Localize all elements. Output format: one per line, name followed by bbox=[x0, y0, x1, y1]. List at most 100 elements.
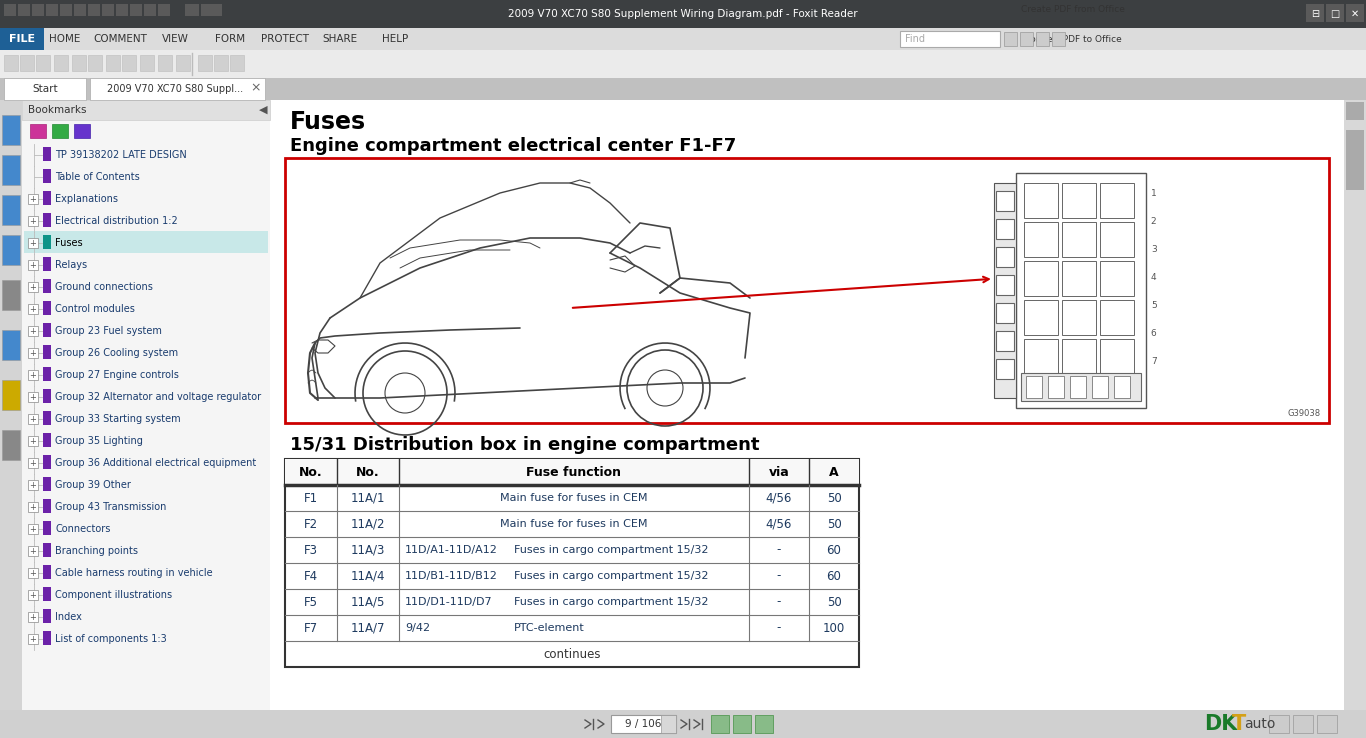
Text: 9 / 106: 9 / 106 bbox=[624, 719, 661, 729]
Text: 100: 100 bbox=[822, 621, 846, 635]
Text: Group 27 Engine controls: Group 27 Engine controls bbox=[55, 370, 179, 380]
Bar bbox=[31, 4, 44, 16]
Bar bbox=[1113, 376, 1130, 398]
Text: +: + bbox=[30, 590, 37, 599]
Bar bbox=[42, 631, 51, 645]
Bar bbox=[42, 147, 51, 161]
Bar bbox=[1061, 222, 1096, 257]
Bar bbox=[198, 55, 212, 71]
Bar bbox=[27, 392, 38, 402]
Bar bbox=[42, 367, 51, 381]
Bar bbox=[18, 4, 30, 16]
Bar bbox=[214, 4, 223, 16]
Text: +: + bbox=[30, 635, 37, 644]
Bar bbox=[42, 433, 51, 447]
Bar bbox=[0, 28, 44, 50]
Text: PTC-element: PTC-element bbox=[514, 623, 585, 633]
Bar bbox=[1294, 715, 1313, 733]
Bar bbox=[27, 590, 38, 600]
Text: No.: No. bbox=[299, 466, 322, 478]
Bar bbox=[36, 55, 51, 71]
Text: +: + bbox=[30, 458, 37, 467]
Bar bbox=[60, 4, 72, 16]
Bar bbox=[1, 195, 20, 225]
Text: ✕: ✕ bbox=[1351, 9, 1359, 19]
Text: Fuses in cargo compartment 15/32: Fuses in cargo compartment 15/32 bbox=[514, 571, 709, 581]
Bar bbox=[1061, 300, 1096, 335]
Bar bbox=[27, 304, 38, 314]
Text: 5: 5 bbox=[1150, 300, 1157, 309]
Text: Convert PDF to Office: Convert PDF to Office bbox=[1024, 35, 1121, 44]
Bar bbox=[1070, 376, 1086, 398]
Bar bbox=[1346, 102, 1365, 120]
Bar bbox=[0, 100, 22, 738]
Bar bbox=[4, 4, 16, 16]
Bar bbox=[1023, 183, 1057, 218]
Text: 11D/D1-11D/D7: 11D/D1-11D/D7 bbox=[404, 597, 493, 607]
Bar bbox=[42, 455, 51, 469]
Bar bbox=[214, 55, 228, 71]
Text: 2009 V70 XC70 S80 Supplement Wiring Diagram.pdf - Foxit Reader: 2009 V70 XC70 S80 Supplement Wiring Diag… bbox=[508, 9, 858, 19]
Text: Branching points: Branching points bbox=[55, 546, 138, 556]
Bar bbox=[996, 247, 1014, 267]
Bar bbox=[55, 55, 68, 71]
Bar bbox=[1052, 32, 1065, 46]
Bar bbox=[0, 50, 1366, 78]
Bar bbox=[116, 4, 128, 16]
Bar bbox=[963, 0, 1183, 28]
Bar bbox=[27, 524, 38, 534]
Text: 4/56: 4/56 bbox=[766, 492, 792, 505]
Bar bbox=[1344, 100, 1366, 710]
Bar bbox=[4, 55, 18, 71]
Text: 60: 60 bbox=[826, 570, 841, 582]
Bar bbox=[996, 191, 1014, 211]
Bar bbox=[1026, 376, 1042, 398]
Bar bbox=[611, 715, 676, 733]
Bar bbox=[1023, 222, 1057, 257]
Bar bbox=[42, 213, 51, 227]
Text: via: via bbox=[769, 466, 790, 478]
Text: 4/56: 4/56 bbox=[766, 517, 792, 531]
Bar bbox=[143, 4, 156, 16]
Text: 50: 50 bbox=[826, 596, 841, 609]
Bar bbox=[42, 279, 51, 293]
Bar bbox=[734, 715, 751, 733]
Text: 11A/1: 11A/1 bbox=[351, 492, 385, 505]
Text: T: T bbox=[1232, 714, 1246, 734]
Text: 6: 6 bbox=[1150, 328, 1157, 337]
Bar bbox=[20, 55, 34, 71]
Bar bbox=[42, 565, 51, 579]
Bar bbox=[285, 158, 1329, 423]
Bar bbox=[42, 169, 51, 183]
Text: 2009 V70 XC70 S80 Suppl...: 2009 V70 XC70 S80 Suppl... bbox=[107, 84, 243, 94]
Text: ×: × bbox=[251, 81, 261, 94]
Text: No.: No. bbox=[357, 466, 380, 478]
Bar bbox=[996, 219, 1014, 239]
Text: Fuses: Fuses bbox=[55, 238, 82, 248]
Bar bbox=[900, 31, 1000, 47]
Text: Group 32 Alternator and voltage regulator: Group 32 Alternator and voltage regulato… bbox=[55, 392, 261, 402]
Bar bbox=[42, 477, 51, 491]
Bar bbox=[130, 4, 142, 16]
Bar bbox=[42, 411, 51, 425]
Text: TP 39138202 LATE DESIGN: TP 39138202 LATE DESIGN bbox=[55, 150, 187, 160]
Text: F4: F4 bbox=[305, 570, 318, 582]
Text: VIEW: VIEW bbox=[161, 34, 189, 44]
Bar bbox=[1, 280, 20, 310]
Bar bbox=[0, 78, 1366, 100]
Bar bbox=[0, 28, 1366, 50]
Text: F2: F2 bbox=[305, 517, 318, 531]
Text: 2: 2 bbox=[1150, 216, 1157, 226]
Bar bbox=[27, 260, 38, 270]
Bar bbox=[996, 359, 1014, 379]
Text: Create PDF from Office: Create PDF from Office bbox=[1020, 5, 1126, 14]
Bar bbox=[46, 4, 57, 16]
Bar bbox=[1004, 32, 1018, 46]
Text: G39038: G39038 bbox=[1288, 409, 1321, 418]
Bar bbox=[1100, 183, 1134, 218]
Bar bbox=[229, 55, 245, 71]
Text: Fuses: Fuses bbox=[290, 110, 366, 134]
Bar bbox=[42, 543, 51, 557]
Text: A: A bbox=[829, 466, 839, 478]
Bar bbox=[22, 100, 270, 710]
